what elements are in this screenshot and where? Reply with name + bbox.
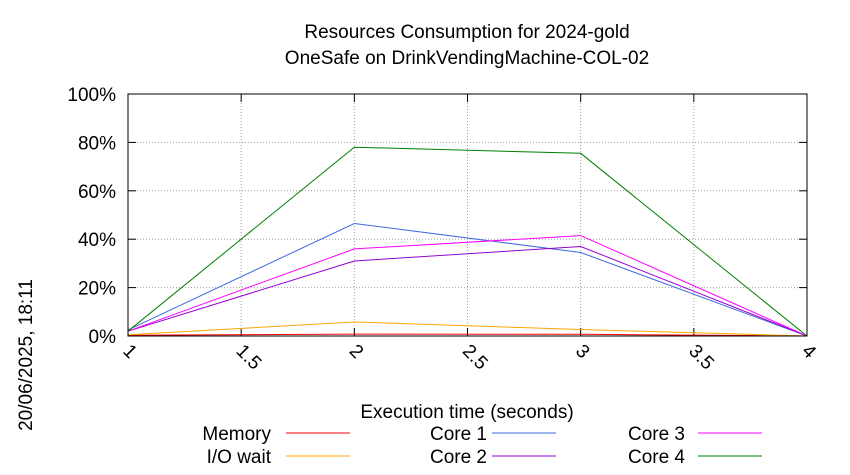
legend-label-core-4: Core 4 (628, 447, 685, 468)
x-tick-labels: 1 1.5 2 2.5 3 3.5 4 (118, 341, 820, 375)
series-line-core-1 (127, 222, 808, 337)
x-tick-label: 2 (345, 341, 367, 363)
legend-label-i-o-wait: I/O wait (207, 447, 272, 468)
x-tick-label: 2.5 (458, 341, 492, 375)
y-tick-label: 20% (78, 279, 116, 300)
series-lines (127, 146, 808, 337)
series-line-core-2 (127, 245, 808, 337)
chart-subtitle: OneSafe on DrinkVendingMachine-COL-02 (285, 48, 649, 69)
x-tick-label: 3 (571, 341, 593, 363)
legend-label-core-3: Core 3 (628, 424, 685, 445)
series-line-core-4 (127, 146, 808, 337)
plot-frame (127, 93, 808, 337)
y-tick-label: 40% (78, 230, 116, 251)
x-tick-label: 4 (797, 341, 820, 364)
x-tick-label: 1 (118, 341, 140, 363)
legend-label-core-1: Core 1 (430, 424, 487, 445)
y-tick-label: 60% (78, 182, 116, 203)
legend-label-memory: Memory (202, 424, 271, 445)
y-tick-label: 0% (89, 327, 117, 348)
x-tick-label: 1.5 (232, 341, 266, 375)
side-timestamp: 20/06/2025, 18:11 (16, 279, 37, 431)
x-axis-label: Execution time (seconds) (360, 402, 573, 423)
series-line-i-o-wait (127, 321, 808, 337)
chart-title: Resources Consumption for 2024-gold (304, 22, 629, 43)
series-line-core-3 (127, 235, 808, 337)
x-tick-label: 3.5 (684, 341, 718, 375)
y-tick-label: 80% (78, 133, 116, 154)
y-tick-label: 100% (67, 85, 116, 106)
y-tick-labels: 0% 20% 40% 60% 80% 100% (67, 85, 116, 348)
legend-label-core-2: Core 2 (430, 447, 487, 468)
series-line-memory (127, 333, 808, 337)
